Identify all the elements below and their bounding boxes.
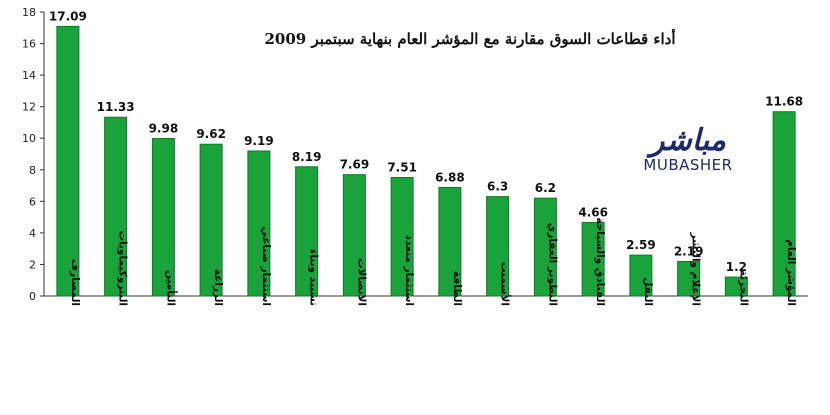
category-label: المؤشر العام	[785, 239, 797, 306]
bar-value-label: 4.66	[578, 205, 608, 219]
category-label: النقل	[642, 277, 654, 306]
bar	[56, 25, 80, 297]
bar	[629, 254, 653, 297]
category-label: التجزئة	[737, 270, 749, 306]
category-label: التطوير العقاري	[546, 223, 558, 306]
category-label: الأسمنت	[499, 262, 512, 306]
y-tick-group: 0 2 4 6 8 10 12 14 16 18	[22, 6, 44, 303]
category-labels-group: المصارف البتروكيماويات التأمين الزراعة استثم…	[69, 217, 797, 306]
bar	[104, 116, 128, 297]
logo-english-text: MUBASHER	[643, 156, 732, 174]
y-axis: 0 2 4 6 8 10 12 14 16 18	[22, 6, 45, 303]
category-label: استثمار صناعي	[260, 227, 272, 306]
y-tick-label: 4	[29, 227, 36, 240]
bar-value-label: 9.62	[196, 127, 226, 141]
y-tick-label: 14	[22, 69, 36, 82]
y-tick-label: 0	[29, 290, 36, 303]
bar	[772, 111, 796, 297]
category-label: الاتصالات	[355, 258, 367, 306]
bar	[533, 197, 557, 297]
y-tick-label: 18	[22, 6, 36, 19]
bar-value-label: 11.33	[97, 100, 135, 114]
bar-value-label: 2.59	[626, 238, 656, 252]
bar	[486, 196, 510, 297]
bar	[724, 276, 748, 297]
bar-value-label: 6.88	[435, 170, 465, 184]
bar	[438, 186, 462, 297]
chart-title: أداء قطاعات السوق مقارنة مع المؤشر العام…	[264, 28, 675, 48]
bar	[151, 138, 175, 297]
bar	[295, 166, 319, 297]
category-label: الإعلام والنشر	[690, 232, 702, 307]
bar-value-label: 7.51	[387, 161, 417, 175]
bar-value-label: 2.19	[674, 244, 704, 258]
bars-group	[56, 25, 796, 297]
bar	[677, 260, 701, 297]
bar	[199, 143, 223, 297]
y-tick-label: 2	[29, 258, 36, 271]
bar-value-label: 7.69	[340, 158, 370, 172]
y-tick-label: 10	[22, 132, 36, 145]
category-label: الفنادق والسياحة	[594, 217, 606, 306]
bar-value-label: 9.98	[149, 122, 179, 136]
bar	[581, 221, 605, 297]
y-tick-label: 12	[22, 101, 36, 114]
bar-value-label: 6.3	[487, 180, 508, 194]
bar-value-label: 11.68	[765, 95, 803, 109]
bar-value-label: 6.2	[535, 181, 556, 195]
value-labels-group: 17.09 11.33 9.98 9.62 9.19 8.19 7.69 7.51 6.88 6.…	[49, 9, 803, 274]
mubasher-logo: مباشر MUBASHER	[643, 123, 732, 174]
category-label: الزراعة	[212, 269, 224, 306]
bar-value-label: 9.19	[244, 134, 274, 148]
bar	[342, 174, 366, 297]
y-tick-label: 6	[29, 195, 36, 208]
y-tick-label: 16	[22, 38, 36, 51]
bar	[390, 177, 414, 297]
bar-value-label: 1.2	[726, 260, 747, 274]
y-tick-label: 8	[29, 164, 36, 177]
category-label: الطاقة	[451, 271, 463, 306]
category-label: استثمار متعدد	[403, 235, 415, 306]
bar-value-label: 8.19	[292, 150, 322, 164]
category-label: التأمين	[164, 270, 178, 306]
bar-value-label: 17.09	[49, 9, 87, 23]
logo-arabic-text: مباشر	[646, 123, 726, 158]
category-label: تشييد وبناء	[308, 249, 320, 306]
category-label: المصارف	[69, 259, 81, 306]
bar	[247, 150, 271, 297]
category-label: البتروكيماويات	[117, 230, 129, 306]
